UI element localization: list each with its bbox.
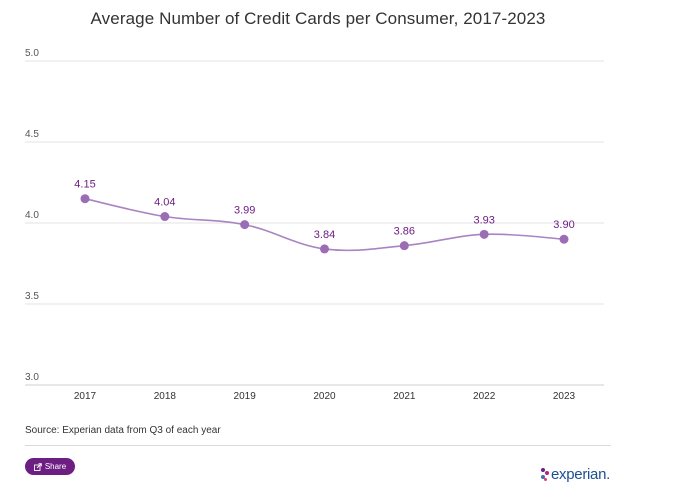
data-label-2019: 3.99: [234, 205, 255, 217]
data-point-2019: [240, 220, 250, 230]
y-tick-label: 3.0: [25, 372, 39, 383]
share-button[interactable]: Share: [25, 458, 75, 475]
y-tick-label: 4.0: [25, 210, 39, 221]
data-label-2020: 3.84: [314, 229, 335, 241]
y-tick-label: 3.5: [25, 291, 39, 302]
data-point-2018: [160, 212, 170, 222]
x-tick-label: 2023: [553, 391, 576, 402]
logo-text: experian.: [551, 466, 611, 483]
data-label-2021: 3.86: [394, 226, 415, 238]
data-point-2021: [399, 241, 409, 251]
x-tick-label: 2021: [393, 391, 416, 402]
x-tick-label: 2017: [74, 391, 97, 402]
data-point-2017: [80, 194, 90, 204]
data-label-2017: 4.15: [74, 179, 95, 191]
data-label-2023: 3.90: [553, 219, 574, 231]
x-tick-label: 2020: [313, 391, 336, 402]
x-tick-label: 2018: [154, 391, 177, 402]
data-label-2022: 3.93: [473, 214, 494, 226]
line-chart: 5.0 4.5 4.0 3.5 3.0 2017 2018 2019 2020 2021 2022 2…: [25, 48, 604, 402]
data-label-2018: 4.04: [154, 197, 175, 209]
y-tick-label: 5.0: [25, 48, 39, 59]
data-point-2023: [559, 234, 569, 244]
x-tick-label: 2022: [473, 391, 496, 402]
footer-divider: [25, 445, 611, 446]
experian-logo: experian.: [541, 466, 610, 483]
logo-dots-icon: [541, 467, 550, 482]
data-point-2020: [320, 244, 329, 254]
share-label: Share: [44, 462, 67, 471]
source-note: Source: Experian data from Q3 of each ye…: [25, 425, 221, 436]
y-tick-label: 4.5: [25, 129, 39, 140]
x-tick-label: 2019: [234, 391, 257, 402]
share-icon: [33, 462, 42, 471]
chart-title: Average Number of Credit Cards per Consu…: [90, 9, 546, 28]
data-point-2022: [479, 229, 489, 239]
